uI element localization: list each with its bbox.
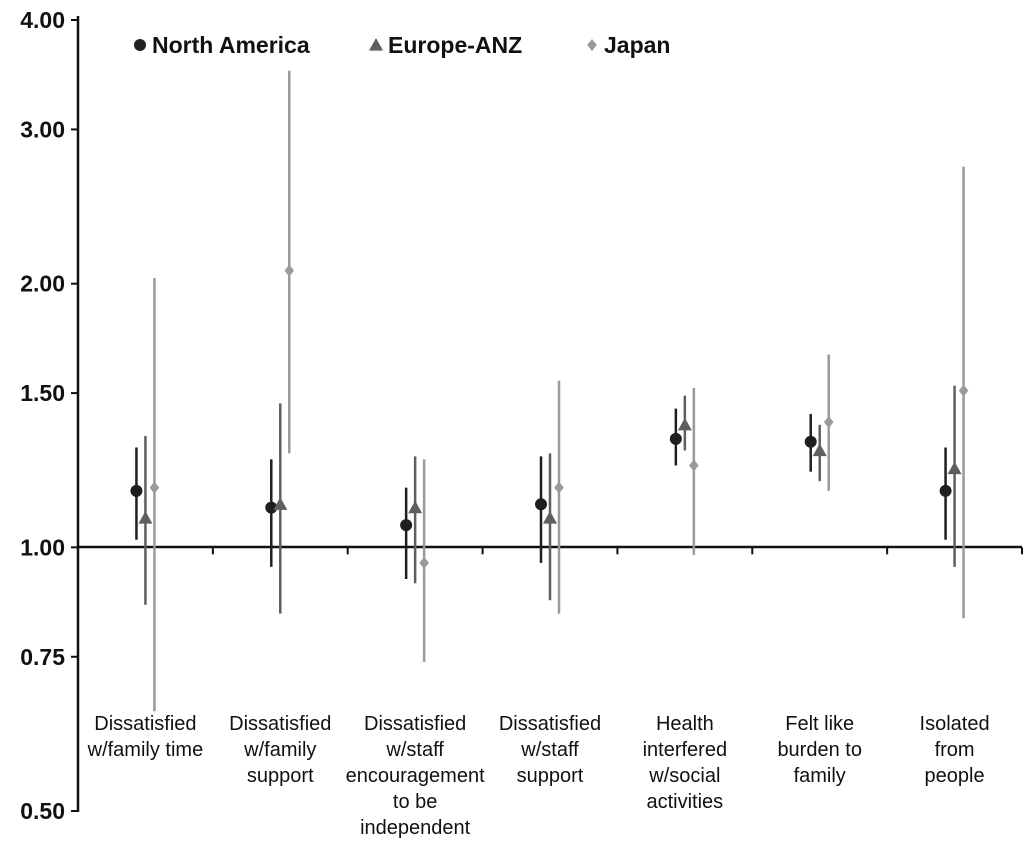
point-europe-anz xyxy=(273,497,288,510)
y-tick-label: 3.00 xyxy=(20,116,65,142)
y-tick-label: 1.00 xyxy=(20,534,65,560)
point-europe-anz xyxy=(543,511,557,524)
point-japan xyxy=(149,481,160,494)
point-japan xyxy=(823,416,834,429)
point-japan xyxy=(419,556,429,569)
y-tick-label: 2.00 xyxy=(20,271,65,297)
category-label: Health interfered w/social activities xyxy=(642,713,728,813)
point-europe-anz xyxy=(947,461,962,475)
legend-marker-europe-anz xyxy=(369,38,383,51)
point-japan xyxy=(689,459,699,472)
category-label: Felt like burden to family xyxy=(777,713,862,787)
legend-label-europe-anz: Europe-ANZ xyxy=(388,32,522,58)
y-tick-label: 0.50 xyxy=(20,798,65,824)
point-europe-anz xyxy=(138,511,153,524)
point-north-america xyxy=(265,501,278,514)
legend: North America Europe-ANZ Japan xyxy=(134,32,670,58)
point-north-america xyxy=(804,435,817,448)
point-north-america xyxy=(400,519,413,532)
data-markers xyxy=(130,264,969,569)
y-tick-label: 4.00 xyxy=(20,7,65,33)
point-north-america xyxy=(130,484,143,497)
y-axis-ticks: 0.50 0.75 1.00 1.50 2.00 3.00 4.00 xyxy=(20,7,78,824)
point-north-america xyxy=(939,484,952,497)
legend-marker-japan xyxy=(587,39,597,51)
error-bars xyxy=(135,70,965,712)
category-label: Dissatisfied w/staff support xyxy=(498,713,602,787)
point-japan xyxy=(958,384,969,397)
point-japan xyxy=(284,264,295,277)
legend-label-north-america: North America xyxy=(152,32,310,58)
legend-marker-north-america xyxy=(134,39,146,51)
point-europe-anz xyxy=(677,417,692,431)
point-europe-anz xyxy=(408,500,423,514)
category-label: Dissatisfied w/staff encouragement to be… xyxy=(345,713,485,839)
point-europe-anz xyxy=(812,443,827,457)
legend-label-japan: Japan xyxy=(604,32,670,58)
x-axis-ticks xyxy=(211,547,1023,555)
point-north-america xyxy=(535,498,547,511)
point-north-america xyxy=(669,432,682,445)
category-label: Dissatisfied w/family support xyxy=(229,713,332,787)
category-label: Isolated from people xyxy=(919,713,990,787)
point-japan xyxy=(554,481,564,494)
y-tick-label: 1.50 xyxy=(20,380,65,406)
category-label: Dissatisfied w/family time xyxy=(87,713,204,761)
y-tick-label: 0.75 xyxy=(20,644,65,670)
